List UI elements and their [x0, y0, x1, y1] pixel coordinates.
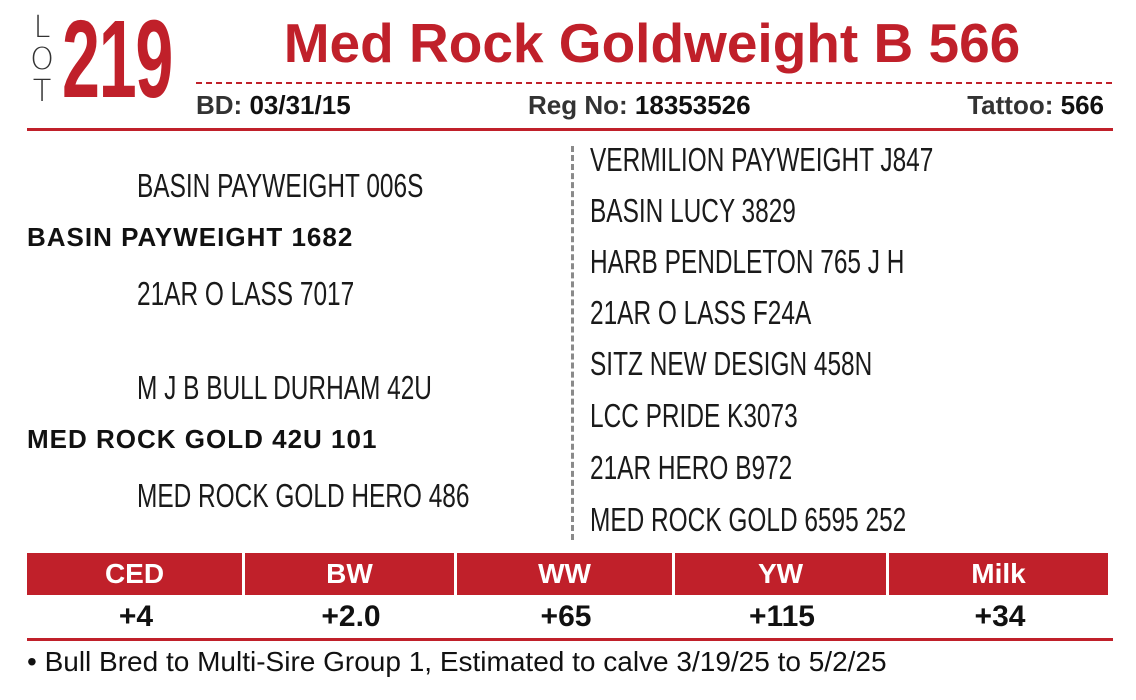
sire-dam: 21AR O LASS 7017 [137, 275, 355, 312]
registration-number-value: 18353526 [634, 90, 751, 120]
great-grandparent: 21AR HERO B972 [590, 449, 793, 486]
sire-sire: BASIN PAYWEIGHT 006S [137, 167, 424, 204]
lot-number: 219 [62, 0, 173, 121]
dam-dam: MED ROCK GOLD HERO 486 [137, 477, 470, 514]
great-grandparent: HARB PENDLETON 765 J H [590, 243, 905, 280]
great-grandparent: MED ROCK GOLD 6595 252 [590, 501, 907, 538]
birth-date: BD: 03/31/15 [196, 90, 351, 120]
tattoo-label: Tattoo: [967, 90, 1054, 120]
great-grandparent: SITZ NEW DESIGN 458N [590, 345, 873, 382]
epd-value-milk: +34 [974, 600, 1026, 633]
epd-value-yw: +115 [749, 600, 815, 633]
pedigree-divider [571, 146, 574, 540]
great-grandparent: VERMILION PAYWEIGHT J847 [590, 141, 934, 178]
great-grandparent: BASIN LUCY 3829 [590, 192, 796, 229]
birth-date-value: 03/31/15 [249, 90, 351, 120]
epd-header-bw: BW [245, 553, 457, 595]
epd-value-ww: +65 [540, 600, 592, 633]
animal-name-title: Med Rock Goldweight B 566 [283, 12, 1021, 74]
dam: MED ROCK GOLD 42U 101 [27, 424, 378, 454]
lot-letter-l: L [33, 10, 51, 45]
epd-header-yw: YW [675, 553, 889, 595]
sire: BASIN PAYWEIGHT 1682 [27, 222, 354, 252]
dam-sire: M J B BULL DURHAM 42U [137, 369, 432, 406]
header-rule [27, 128, 1113, 131]
registration-number-label: Reg No: [528, 90, 628, 120]
great-grandparent: LCC PRIDE K3073 [590, 397, 798, 434]
great-grandparent: 21AR O LASS F24A [590, 294, 812, 331]
breeding-note: • Bull Bred to Multi-Sire Group 1, Estim… [27, 646, 887, 677]
epd-value-bw: +2.0 [321, 600, 381, 633]
registration-number: Reg No: 18353526 [528, 90, 751, 120]
epd-header-ww: WW [457, 553, 675, 595]
epd-table: CED BW WW YW Milk +4 +2.0 +65 +115 +34 [27, 553, 1111, 639]
lot-label: L O T [27, 12, 57, 108]
epd-value-ced: +4 [118, 600, 154, 633]
lot-letter-t: T [32, 74, 52, 109]
tattoo: Tattoo: 566 [967, 90, 1104, 120]
birth-date-label: BD: [196, 90, 243, 120]
title-dotted-divider [196, 82, 1112, 84]
epd-header-ced: CED [27, 553, 245, 595]
lot-letter-o: O [30, 42, 54, 77]
tattoo-value: 566 [1060, 90, 1104, 120]
footer-rule [27, 638, 1113, 641]
epd-header-milk: Milk [889, 553, 1111, 595]
